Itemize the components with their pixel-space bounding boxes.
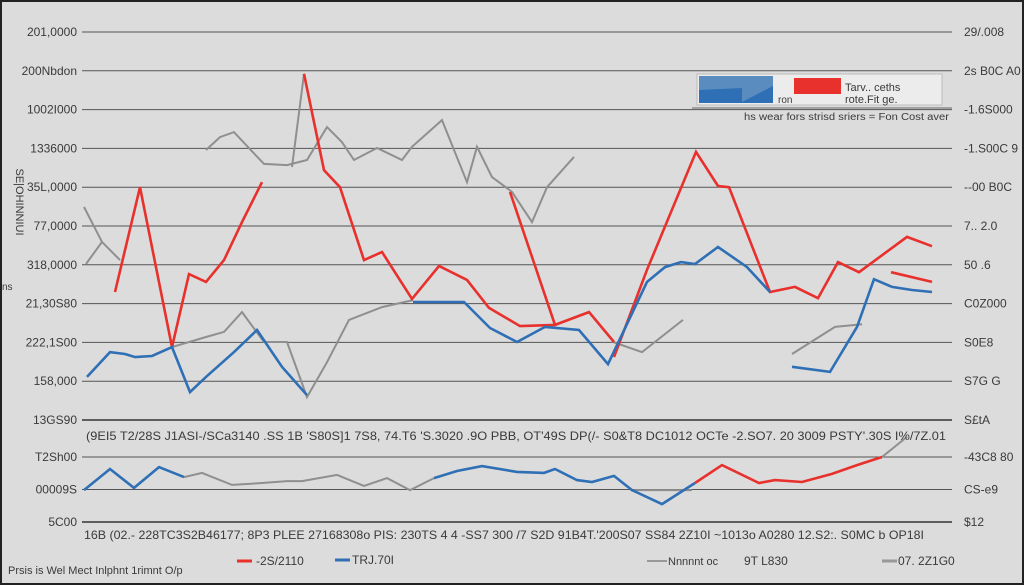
footer-caption: Prsis is Wel Mect Inlphnt 1rimnt O/p (8, 565, 183, 577)
top_panel-left-tick-label: 1002I000 (27, 103, 77, 117)
top_panel-left-tick-label: 1336000 (30, 141, 77, 155)
top_panel-series-red-segment (508, 191, 557, 326)
top_panel-right-tick-label: S0E8 (964, 335, 994, 349)
top_panel-left-tick-label: 158,000 (34, 374, 78, 388)
top_panel-series-red-segment (612, 149, 933, 358)
top_panel-series-red-segment (113, 181, 264, 348)
top_panel-left-tick-label: 201,0000 (27, 25, 77, 39)
bottom_panel-left-tick-label: 5C00 (48, 515, 77, 529)
top_panel-right-tick-label: -1.S00C 9 (964, 141, 1018, 155)
bottom_panel-series-blue-segment (433, 464, 696, 506)
top_panel-right-tick-label: S7G G (964, 374, 1001, 388)
legend-label-red: -2S/2110 (256, 554, 304, 568)
legend-bottom: -2S/2110 TRJ.70I Nnnnnt oc 9T L830 07. 2… (237, 553, 955, 568)
top_panel-series-gray-segment (612, 319, 684, 354)
bottom_panel-right-tick-label: -43C8 80 (964, 450, 1014, 464)
bottom_panel-right-tick-label: $12 (964, 515, 984, 529)
top_panel-series-blue-segment (413, 245, 771, 367)
x-tick-labels-top: (9EI5 T2/28S J1ASI-/SCa3140 .SS 1B 'S80S… (86, 429, 946, 443)
bottom_panel-series-gray-segment (183, 471, 435, 492)
top_panel-left-tick-label: 21,30S80 (26, 297, 78, 311)
bottom_panel-right-tick-label: CS-e9 (964, 483, 998, 497)
legend-text-line1: Tarv.. ceths (845, 82, 901, 94)
bottom_panel-left-tick-label: T2Sh00 (35, 450, 77, 464)
top_panel-series-gray-segment (171, 299, 414, 400)
top_panel-left-tick-label: 200Nbdon (22, 64, 77, 78)
top_panel-series-gray-segment (85, 241, 103, 265)
top_panel-right-tick-label: 7.. 2.0 (964, 219, 998, 233)
top_panel-left-tick-label: 13GS90 (33, 413, 77, 427)
top_panel-right-tick-label: --00 B0C (964, 180, 1012, 194)
top_panel-series-gray-segment (83, 206, 121, 261)
top_panel-left-tick-label: 77,0000 (34, 219, 78, 233)
legend-label-5: 07. 2Z1G0 (898, 554, 955, 568)
legend-label-blue: TRJ.70I (352, 553, 394, 567)
top_panel-series-red-segment (890, 270, 933, 284)
top_panel-right-tick-label: S£tA (964, 413, 990, 427)
top_panel-right-tick-label: 29/.008 (964, 25, 1004, 39)
y-axis-label: SE|OHINNIUI (13, 168, 25, 235)
bottom_panel-left-tick-label: 00009S (36, 483, 77, 497)
x-tick-labels-bottom: 16B (02.- 228TC3S2B46177; 8P3 PLEE 27168… (84, 528, 924, 542)
legend-small-text: ron (778, 95, 792, 106)
top_panel-right-tick-label: 50 .6 (964, 258, 991, 272)
top_panel-series-gray-segment (791, 323, 863, 355)
top_panel-right-tick-label: 2s B0C A0 (964, 64, 1021, 78)
legend-label-4: 9T L830 (744, 554, 788, 568)
top_panel-right-tick-label: C0Z000 (964, 297, 1007, 311)
tick-labels: 13GS90 158,000 222,1S00 21,30S80 318,0000 77,… (22, 25, 1021, 529)
top_panel-left-tick-label: 318,0000 (27, 258, 77, 272)
legend-swatch-blue-shape (699, 86, 773, 103)
bottom_panel-series-blue-segment (83, 465, 185, 492)
legend-label-gray: Nnnnnt oc (668, 556, 719, 568)
top_panel-series-gray-segment (205, 118, 575, 225)
legend-subtitle: hs wear fors strisd sriers = Fon Cost av… (744, 112, 950, 123)
top_panel-right-tick-label: -1.6S000 (964, 103, 1013, 117)
legend-swatch-red (794, 78, 841, 94)
legend-text-line2: rote.Fit ge. (845, 94, 898, 106)
top_panel-series-blue-segment (791, 277, 933, 374)
legend-top: ron Tarv.. ceths rote.Fit ge. hs wear fo… (692, 73, 952, 123)
series-lines (83, 73, 933, 506)
bottom_panel-series-red-segment (694, 455, 883, 485)
top_panel-left-tick-label: 35L,0000 (27, 180, 77, 194)
gridlines (82, 31, 952, 523)
top_panel-series-blue-segment (86, 327, 308, 397)
y-axis-label-small: ns (2, 282, 13, 293)
top_panel-left-tick-label: 222,1S00 (26, 335, 78, 349)
